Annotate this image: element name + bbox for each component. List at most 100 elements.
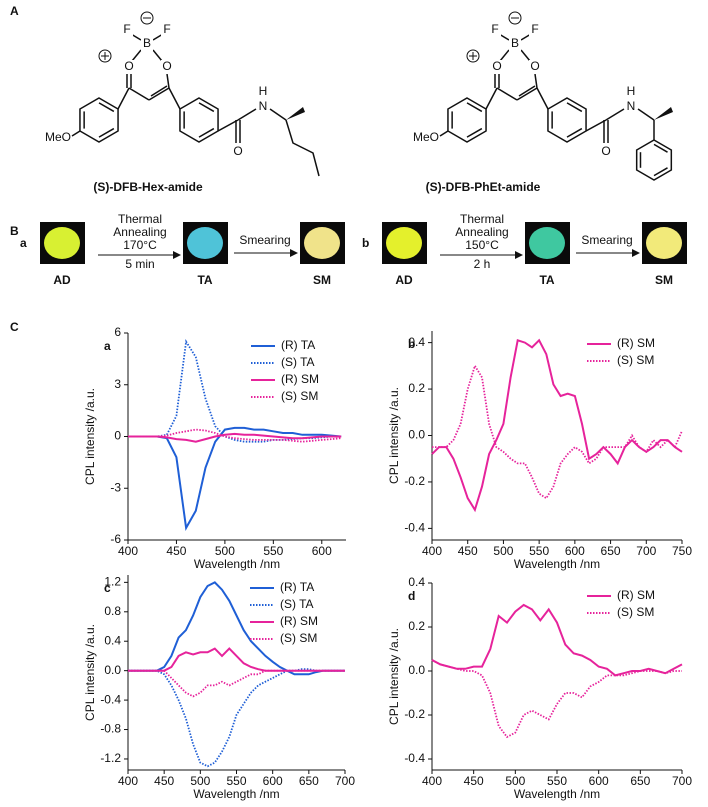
molecule-name: (S)-DFB-Hex-amide [93,180,203,194]
atom-label: O [162,59,171,73]
series-line [431,659,682,739]
x-tick-label: 400 [422,544,442,558]
bond [485,87,498,110]
ring [635,139,673,181]
atom-label: O [492,59,501,73]
atom-label: N [259,99,268,113]
bond [518,85,536,97]
bond [150,85,168,97]
y-axis-label: CPL intensity /a.u. [83,388,97,485]
y-tick-label: 0.0 [408,428,425,442]
x-tick-label: 700 [335,774,355,788]
legend-label: (R) TA [281,338,315,352]
y-tick-label: 0.4 [408,575,425,589]
x-tick-label: 450 [464,774,484,788]
x-tick-label: 400 [118,544,138,558]
anneal-text: 5 min [125,257,154,271]
x-tick-label: 450 [154,774,174,788]
anneal-text: Thermal [118,212,162,226]
section-label: C [10,320,19,334]
molecule-name: (S)-DFB-PhEt-amide [426,180,541,194]
x-axis-label: Wavelength /nm [193,787,279,801]
y-tick-label: 1.2 [104,575,121,589]
atom-label: F [163,22,170,36]
y-tick-label: -0.4 [404,751,425,765]
y-tick-label: -3 [110,480,121,494]
double-bond [198,127,215,138]
photo-sample [646,227,682,259]
charge [466,49,480,63]
bond [585,119,607,132]
photo-sample [187,227,223,259]
x-axis-label: Wavelength /nm [194,557,280,571]
atom-bg [141,37,153,51]
y-tick-label: 3 [114,377,121,391]
y-tick-label: 0 [114,429,121,443]
photo-sample [386,227,422,259]
legend-label: (S) TA [281,355,315,369]
atom-label: H [627,84,636,98]
wedge-bond [654,107,673,120]
series-line [128,669,345,698]
x-tick-label: 600 [565,544,585,558]
bond [166,73,170,89]
y-axis-label: CPL intensity /a.u. [83,624,97,721]
legend-label: (S) TA [280,597,314,611]
y-tick-label: 0.4 [104,633,121,647]
legend-label: (S) SM [617,353,654,367]
step-label: TA [197,273,212,287]
x-tick-label: 700 [636,544,656,558]
double-bond [566,127,583,138]
x-tick-label: 500 [505,774,525,788]
double-bond [653,143,668,153]
section-label: A [10,4,19,18]
step-label: SM [655,273,673,287]
y-tick-label: -0.2 [404,707,425,721]
alkyl-chain [285,119,320,177]
atom-bg [257,100,269,114]
double-bond [98,102,115,113]
y-tick-label: -0.4 [404,521,425,535]
bond [637,108,655,121]
atom-label: B [511,36,519,50]
x-tick-label: 400 [422,774,442,788]
y-axis-label: CPL intensity /a.u. [387,387,401,484]
ring [179,97,219,143]
smear-text: Smearing [239,233,290,247]
y-tick-label: 0.8 [104,604,121,618]
y-axis-label: CPL intensity /a.u. [387,628,401,725]
x-tick-label: 650 [601,544,621,558]
atom-bg [45,131,71,145]
series-line [128,428,342,443]
atom-bg [257,85,269,99]
panel-label: b [408,337,415,351]
bond [534,73,538,89]
y-tick-label: -1.2 [100,751,121,765]
atom-label: N [627,99,636,113]
y-tick-label: 0.4 [408,335,425,349]
legend-label: (R) SM [617,588,655,602]
bond [520,49,531,62]
atom-label: F [531,22,538,36]
wedge-bond [286,107,305,120]
y-tick-label: 0.2 [408,619,425,633]
atom-bg [232,145,244,159]
x-tick-label: 550 [547,774,567,788]
bond [269,108,287,121]
x-tick-label: 600 [263,774,283,788]
atom-bg [413,131,439,145]
x-tick-label: 600 [312,544,332,558]
x-tick-label: 400 [118,774,138,788]
x-tick-label: 550 [263,544,283,558]
anneal-text: 2 h [474,257,491,271]
bond [237,108,257,121]
bond [496,87,518,101]
x-tick-label: 500 [190,774,210,788]
series-line [128,581,345,676]
section-label: B [10,224,19,238]
atom-label: O [601,144,610,158]
bond [217,119,239,132]
process-label: b [362,236,369,250]
